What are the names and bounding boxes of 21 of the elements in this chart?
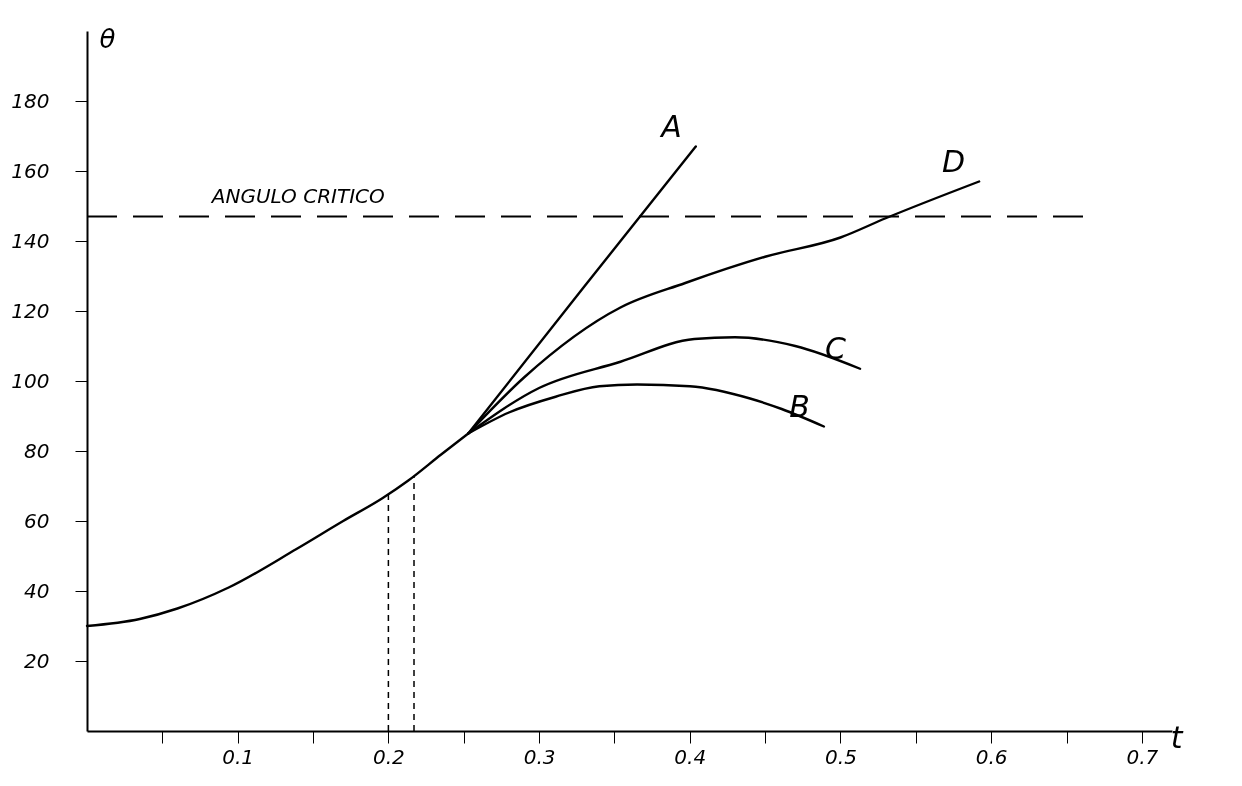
series-label: D xyxy=(942,143,966,179)
y-tick-label: 40 xyxy=(24,578,50,603)
x-tick-label: 0.1 xyxy=(222,744,255,769)
x-axis-title: t xyxy=(1170,719,1184,755)
y-tick-label: 160 xyxy=(11,158,50,183)
y-tick-label: 140 xyxy=(11,228,50,253)
y-tick-label: 60 xyxy=(24,508,50,533)
x-tick-label: 0.4 xyxy=(674,744,707,769)
x-tick-label: 0.3 xyxy=(523,744,556,769)
x-tick-label: 0.5 xyxy=(825,744,857,769)
y-tick-label: 120 xyxy=(11,298,50,323)
x-tick-label: 0.7 xyxy=(1126,744,1159,769)
x-tick-label: 0.6 xyxy=(975,744,1008,769)
series-label: A xyxy=(659,108,682,144)
y-tick-label: 80 xyxy=(24,438,50,463)
x-tick-label: 0.2 xyxy=(372,744,405,769)
y-tick-label: 20 xyxy=(24,648,50,673)
y-axis-title: θ xyxy=(99,23,116,54)
ref-line-label: ANGULO CRITICO xyxy=(209,183,385,208)
y-tick-label: 100 xyxy=(11,368,50,393)
y-tick-label: 180 xyxy=(11,88,50,113)
